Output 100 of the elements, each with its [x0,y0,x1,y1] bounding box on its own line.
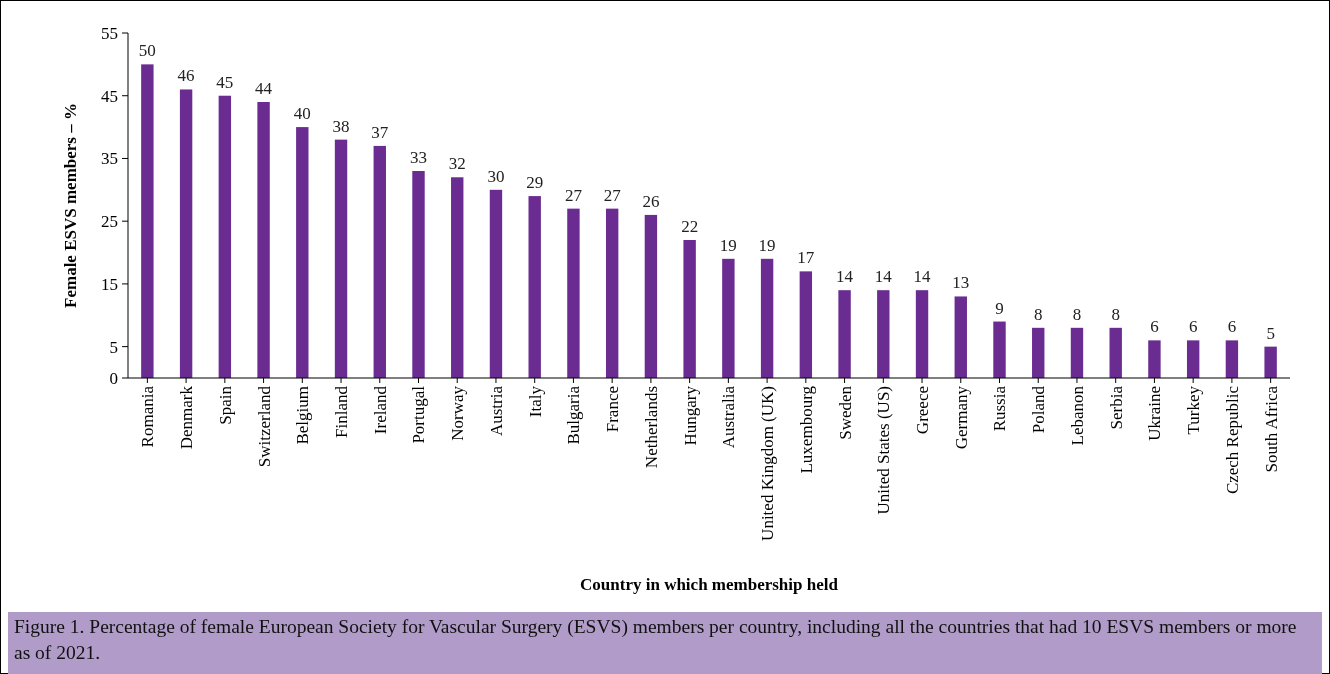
data-label: 30 [487,166,505,186]
bar [218,95,232,378]
y-tick-label: 55 [101,23,118,43]
data-label: 22 [681,217,699,236]
bar [296,127,309,378]
data-label: 32 [448,154,466,174]
data-label: 6 [1188,317,1198,337]
bar [954,296,967,378]
x-tick-label: Ukraine [1145,386,1165,441]
data-label: 14 [836,267,854,287]
bar [760,258,774,378]
bar [179,89,193,378]
data-label: 8 [1111,304,1120,324]
caption: Figure 1. Percentage of female European Society for Vascular Surgery (ESVS) members per country, including all the countries that had 10 ESVS members or more as of 2021. [14,615,1298,665]
x-tick-label: Luxembourg [796,385,816,474]
bar [1264,346,1277,378]
data-label: 50 [138,41,156,61]
x-tick-label: Serbia [1106,385,1126,430]
bar [373,145,386,378]
x-tick-label: Poland [1029,385,1049,434]
bar [141,64,154,378]
data-label: 27 [564,185,583,205]
bar [799,271,813,378]
data-label: 6 [1227,317,1237,337]
data-label: 33 [410,148,427,167]
x-tick-label: Russia [990,385,1010,432]
x-tick-label: Spain [215,385,235,425]
x-tick-label: France [603,386,623,433]
x-tick-label: Switzerland [254,385,274,468]
data-label: 38 [332,116,350,136]
y-tick-label: 25 [101,212,118,232]
data-label: 13 [952,273,970,293]
data-label: 45 [216,72,234,92]
data-label: 27 [603,185,622,205]
bar [605,208,619,378]
bar [451,177,464,378]
x-tick-label: Finland [331,385,351,438]
x-tick-label: Denmark [177,385,197,450]
y-tick-label: 35 [101,149,118,169]
bar [993,321,1006,378]
y-axis-title: Female ESVS members – % [61,103,80,308]
bar [1225,340,1239,378]
data-label: 8 [1033,304,1043,324]
x-tick-label: Norway [448,385,468,441]
bar [1109,327,1122,378]
bar [683,240,696,378]
data-label: 19 [719,235,737,255]
bar [528,196,541,378]
x-tick-label: South Africa [1261,385,1281,473]
x-tick-label: Sweden [835,385,855,440]
bar [1148,340,1161,378]
bar [412,171,425,378]
x-tick-label: Netherlands [641,386,661,469]
x-tick-label: Australia [719,385,739,449]
x-tick-label: Greece [912,386,932,435]
x-tick-label: Portugal [409,385,429,444]
bar [722,258,735,378]
x-tick-label: Belgium [293,386,313,445]
x-tick-label: United States (US) [874,386,894,515]
x-tick-label: Romania [138,385,158,448]
bar [257,102,270,378]
x-axis-title: Country in which membership held [580,575,839,594]
bar [334,139,348,378]
data-label: 14 [913,267,932,287]
bar [567,208,580,378]
x-tick-label: Lebanon [1067,385,1087,446]
data-label: 40 [293,104,311,124]
data-label: 37 [371,122,389,142]
data-label: 8 [1072,304,1082,324]
bar [1186,340,1200,378]
data-label: 5 [1266,323,1275,343]
x-tick-label: Austria [486,385,506,437]
bar [877,290,890,378]
y-tick-label: 15 [101,274,118,294]
bar [1032,327,1045,378]
data-label: 17 [797,248,815,268]
x-tick-label: Turkey [1184,385,1204,435]
data-label: 6 [1150,317,1159,337]
bar [644,214,658,378]
x-tick-label: United Kingdom (UK) [758,386,778,541]
x-tick-label: Germany [951,385,971,450]
data-label: 29 [526,173,544,193]
bar [838,290,851,378]
y-tick-label: 45 [101,86,118,106]
x-tick-label: Italy [525,385,545,418]
data-label: 44 [255,79,273,98]
data-label: 9 [995,298,1004,318]
data-label: 46 [177,66,195,86]
bar [489,189,503,378]
x-tick-label: Ireland [370,385,390,435]
bar [1070,327,1084,378]
x-tick-label: Bulgaria [564,385,584,445]
y-tick-label: 0 [109,368,118,388]
data-label: 19 [758,235,776,255]
data-label: 14 [874,267,893,287]
data-label: 26 [642,191,660,211]
x-tick-label: Hungary [680,385,700,446]
x-tick-label: Czech Republic [1222,385,1242,495]
y-tick-label: 5 [109,337,118,357]
bar [915,290,929,378]
